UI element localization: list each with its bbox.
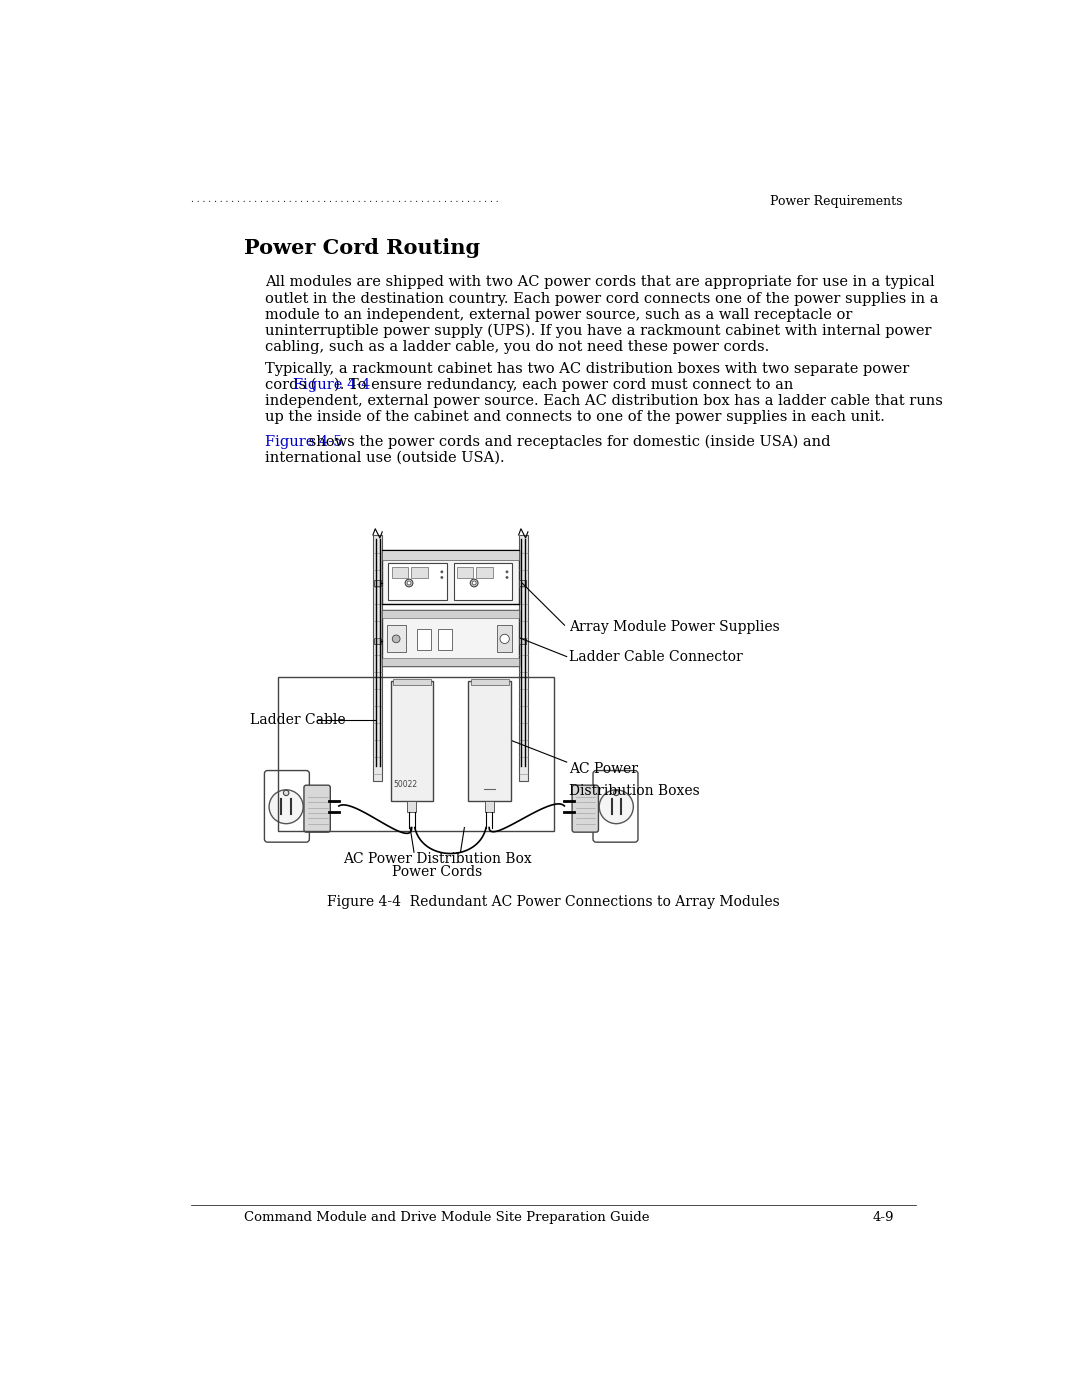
Bar [389, 563, 447, 599]
FancyBboxPatch shape [572, 785, 598, 833]
Bar [497, 624, 512, 652]
Circle shape [472, 581, 476, 585]
Bar [382, 550, 518, 560]
FancyBboxPatch shape [303, 785, 330, 833]
Text: independent, external power source. Each AC distribution box has a ladder cable : independent, external power source. Each… [266, 394, 943, 408]
Circle shape [613, 791, 619, 795]
Bar [382, 610, 518, 666]
Bar [387, 624, 406, 652]
Bar [454, 563, 512, 599]
Bar [471, 679, 509, 685]
Circle shape [269, 789, 303, 824]
Bar [382, 610, 518, 617]
Circle shape [470, 580, 478, 587]
Text: Command Module and Drive Module Site Preparation Guide: Command Module and Drive Module Site Pre… [243, 1211, 649, 1224]
Text: All modules are shipped with two AC power cords that are appropriate for use in : All modules are shipped with two AC powe… [266, 275, 935, 289]
Text: Power Cord Routing: Power Cord Routing [243, 239, 480, 258]
FancyBboxPatch shape [265, 771, 309, 842]
Bar [457, 567, 473, 577]
Circle shape [505, 577, 509, 578]
Text: Distribution Boxes: Distribution Boxes [569, 784, 700, 798]
Circle shape [405, 580, 413, 587]
Bar [382, 550, 518, 605]
Bar [485, 800, 494, 812]
Circle shape [441, 571, 443, 573]
Bar [279, 678, 554, 831]
Circle shape [392, 636, 400, 643]
Text: Power Cords: Power Cords [392, 865, 483, 879]
Text: Typically, a rackmount cabinet has two AC distribution boxes with two separate p: Typically, a rackmount cabinet has two A… [266, 362, 909, 376]
Bar [391, 682, 433, 800]
Circle shape [500, 634, 510, 644]
Circle shape [599, 789, 633, 824]
Bar [469, 682, 511, 800]
Text: AC Power: AC Power [569, 763, 638, 777]
Text: . . . . . . . . . . . . . . . . . . . . . . . . . . . . . . . . . . . . . . . . : . . . . . . . . . . . . . . . . . . . . … [191, 194, 501, 204]
Text: cabling, such as a ladder cable, you do not need these power cords.: cabling, such as a ladder cable, you do … [266, 339, 769, 353]
Text: Figure 4-5: Figure 4-5 [266, 434, 342, 448]
Bar [417, 629, 431, 651]
Bar [407, 800, 416, 812]
Text: module to an independent, external power source, such as a wall receptacle or: module to an independent, external power… [266, 307, 852, 321]
Bar [375, 638, 380, 644]
Bar [411, 567, 428, 577]
Bar [393, 679, 431, 685]
Text: ). To ensure redundancy, each power cord must connect to an: ). To ensure redundancy, each power cord… [334, 377, 794, 393]
Text: cords (: cords ( [266, 377, 316, 391]
Text: international use (outside USA).: international use (outside USA). [266, 451, 504, 465]
FancyBboxPatch shape [593, 771, 638, 842]
Text: shows the power cords and receptacles for domestic (inside USA) and: shows the power cords and receptacles fo… [303, 434, 831, 450]
Text: uninterruptible power supply (UPS). If you have a rackmount cabinet with interna: uninterruptible power supply (UPS). If y… [266, 324, 932, 338]
Circle shape [441, 577, 443, 578]
Circle shape [505, 571, 509, 573]
Text: up the inside of the cabinet and connects to one of the power supplies in each u: up the inside of the cabinet and connect… [266, 411, 886, 425]
Text: Figure 4-4  Redundant AC Power Connections to Array Modules: Figure 4-4 Redundant AC Power Connection… [327, 895, 780, 909]
Bar [382, 658, 518, 666]
Bar [392, 567, 408, 577]
Bar [373, 535, 382, 781]
Bar [518, 535, 528, 781]
Bar [438, 629, 451, 651]
Circle shape [407, 581, 411, 585]
Text: 4-9: 4-9 [873, 1211, 894, 1224]
Text: AC Power Distribution Box: AC Power Distribution Box [342, 852, 531, 866]
Text: Power Requirements: Power Requirements [770, 194, 902, 208]
Bar [519, 580, 526, 585]
Bar [476, 567, 492, 577]
Text: 50022: 50022 [393, 780, 417, 789]
Text: Array Module Power Supplies: Array Module Power Supplies [569, 620, 780, 634]
Text: Ladder Cable Connector: Ladder Cable Connector [569, 650, 743, 664]
Text: Figure 4-4: Figure 4-4 [293, 377, 370, 391]
Text: outlet in the destination country. Each power cord connects one of the power sup: outlet in the destination country. Each … [266, 292, 939, 306]
Bar [375, 580, 380, 585]
Text: Ladder Cable: Ladder Cable [249, 712, 346, 726]
Circle shape [283, 791, 288, 795]
Bar [519, 638, 526, 644]
